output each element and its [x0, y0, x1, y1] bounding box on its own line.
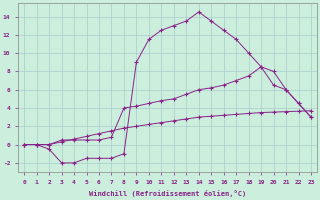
- X-axis label: Windchill (Refroidissement éolien,°C): Windchill (Refroidissement éolien,°C): [89, 190, 246, 197]
